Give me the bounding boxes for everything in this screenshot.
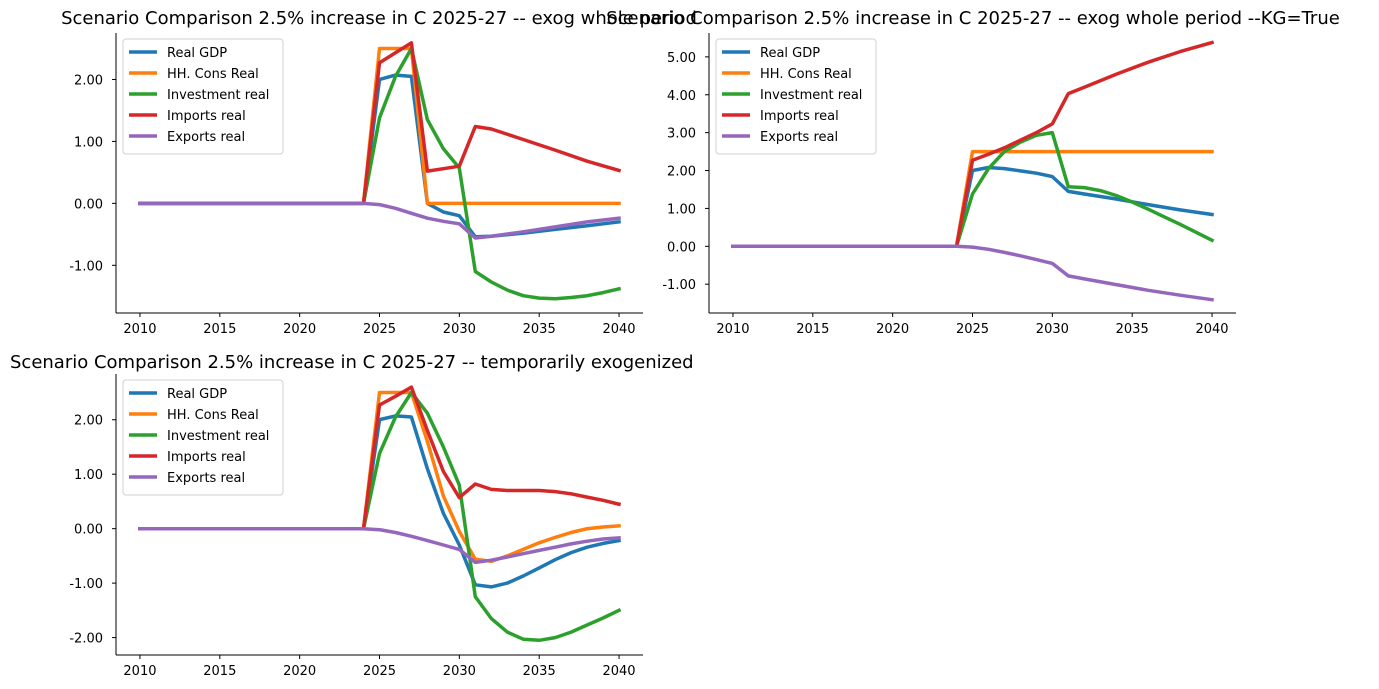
- legend-label-hh-cons-real: HH. Cons Real: [760, 67, 852, 82]
- legend: Real GDP HH. Cons Real Investment real Impo…: [122, 379, 284, 496]
- series-line-imports-real: [138, 385, 622, 531]
- legend: Real GDP HH. Cons Real Investment real Impo…: [715, 38, 877, 155]
- x-tick-label: 2040: [1195, 322, 1228, 337]
- y-tick-label: 2.00: [74, 73, 103, 88]
- x-tick-label: 2030: [443, 664, 476, 679]
- x-tick-label: 2015: [203, 322, 236, 337]
- y-tick-label: 1.00: [667, 202, 696, 217]
- legend-label-investment-real: Investment real: [760, 88, 862, 103]
- chart-title: Scenario Comparison 2.5% increase in C 2…: [10, 352, 694, 373]
- legend-label-real-gdp: Real GDP: [760, 46, 820, 61]
- x-tick-label: 2020: [283, 322, 316, 337]
- x-tick-label: 2025: [363, 322, 396, 337]
- series-line-real-gdp: [138, 414, 622, 589]
- legend-label-exports-real: Exports real: [167, 130, 245, 145]
- chart-title: Scenario Comparison 2.5% increase in C 2…: [606, 8, 1340, 29]
- x-tick-label: 2015: [203, 664, 236, 679]
- x-tick-label: 2010: [716, 322, 749, 337]
- legend-frame: [715, 38, 877, 155]
- x-tick-label: 2020: [283, 664, 316, 679]
- legend-label-imports-real: Imports real: [167, 450, 246, 465]
- legend-frame: [122, 379, 284, 496]
- legend-label-investment-real: Investment real: [167, 429, 269, 444]
- chart-panel-1: 2010 2015 2020 2025 2030 2035 2040 -1.00 0.00 1.0…: [61, 8, 697, 337]
- x-tick-label: 2040: [602, 322, 635, 337]
- legend-label-imports-real: Imports real: [167, 109, 246, 124]
- y-tick-label: -1.00: [69, 259, 103, 274]
- legend-label-exports-real: Exports real: [760, 130, 838, 145]
- y-tick-label: 3.00: [667, 127, 696, 142]
- series-line-real-gdp: [138, 73, 621, 239]
- y-tick-label: -1.00: [662, 278, 696, 293]
- y-tick-label: 5.00: [667, 51, 696, 66]
- series-line-investment-real: [731, 130, 1215, 249]
- legend-label-real-gdp: Real GDP: [167, 387, 227, 402]
- series-line-investment-real: [138, 390, 622, 643]
- x-tick-label: 2025: [363, 664, 396, 679]
- x-tick-label: 2040: [602, 664, 635, 679]
- chart-panel-3: 2010 2015 2020 2025 2030 2035 2040 -2.00 -1.00 0.…: [10, 352, 694, 679]
- x-tick-label: 2030: [443, 322, 476, 337]
- legend-label-real-gdp: Real GDP: [167, 46, 227, 61]
- series-line-exports-real: [138, 201, 621, 240]
- chart-title: Scenario Comparison 2.5% increase in C 2…: [61, 8, 697, 29]
- legend-label-imports-real: Imports real: [760, 109, 839, 124]
- legend-frame: [122, 38, 284, 155]
- legend-label-hh-cons-real: HH. Cons Real: [167, 408, 259, 423]
- x-tick-label: 2035: [523, 322, 556, 337]
- x-tick-label: 2025: [956, 322, 989, 337]
- chart-panel-2: 2010 2015 2020 2025 2030 2035 2040 -1.00 0.00 1.0…: [606, 8, 1340, 337]
- legend-label-exports-real: Exports real: [167, 471, 245, 486]
- y-tick-label: 2.00: [74, 414, 103, 429]
- x-tick-label: 2035: [1116, 322, 1149, 337]
- y-tick-label: 1.00: [74, 135, 103, 150]
- y-tick-label: 0.00: [667, 240, 696, 255]
- x-tick-label: 2010: [123, 322, 156, 337]
- y-tick-label: 2.00: [667, 165, 696, 180]
- series-line-real-gdp: [731, 165, 1214, 249]
- series-line-exports-real: [138, 526, 621, 565]
- legend-label-hh-cons-real: HH. Cons Real: [167, 67, 259, 82]
- legend: Real GDP HH. Cons Real Investment real Impo…: [122, 38, 284, 155]
- series-line-imports-real: [731, 40, 1215, 249]
- y-tick-label: 1.00: [74, 468, 103, 483]
- x-tick-label: 2010: [123, 664, 156, 679]
- y-tick-label: 0.00: [74, 197, 103, 212]
- x-tick-label: 2030: [1036, 322, 1069, 337]
- y-tick-label: 0.00: [74, 523, 103, 538]
- y-tick-label: -2.00: [69, 632, 103, 647]
- series-line-investment-real: [138, 46, 622, 301]
- x-tick-label: 2020: [876, 322, 909, 337]
- legend-label-investment-real: Investment real: [167, 88, 269, 103]
- y-tick-label: -1.00: [69, 577, 103, 592]
- series-line-imports-real: [138, 41, 622, 206]
- y-tick-label: 4.00: [667, 89, 696, 104]
- x-tick-label: 2035: [523, 664, 556, 679]
- series-line-exports-real: [731, 244, 1214, 302]
- x-tick-label: 2015: [796, 322, 829, 337]
